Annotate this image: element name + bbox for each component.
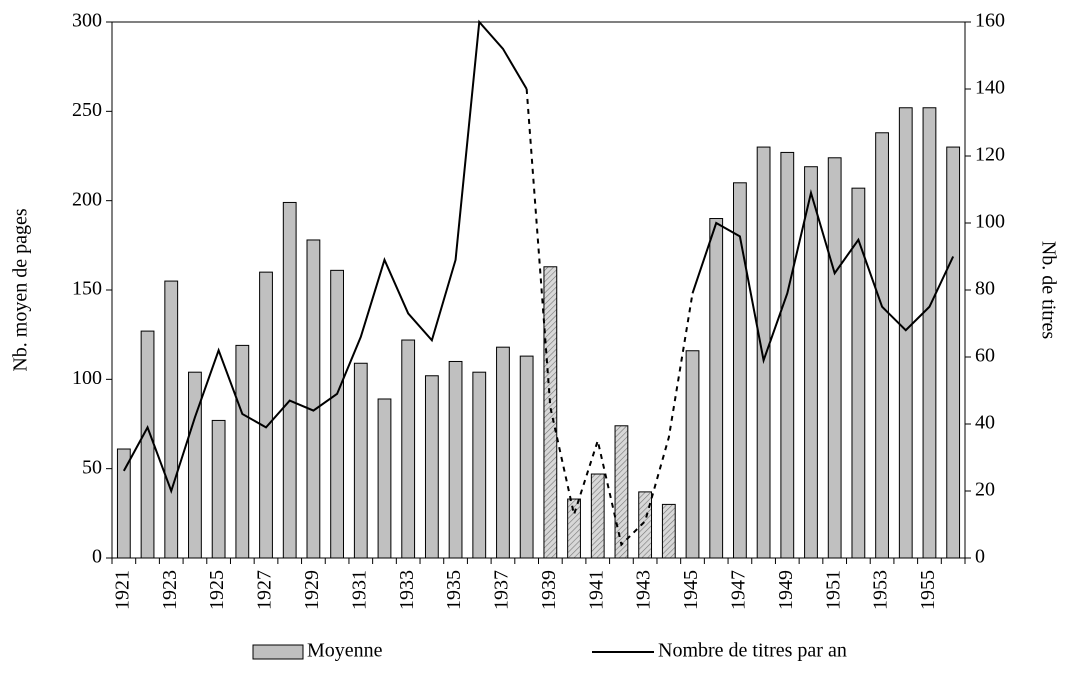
bar: [685, 350, 700, 559]
line: [122, 19, 528, 495]
plot-frame: [111, 21, 966, 559]
y2-tick-label: 140: [975, 77, 1005, 99]
bar: [614, 425, 629, 559]
bar: [306, 239, 321, 559]
y2-tick-label: 100: [975, 211, 1005, 233]
bar: [661, 503, 676, 559]
y2-axis-label: Nb. de titres: [1037, 241, 1059, 340]
x-tick-label: 1937: [491, 570, 513, 610]
bar: [211, 419, 226, 559]
y-axis-label: Nb. moyen de pages: [10, 208, 32, 372]
bar: [780, 151, 795, 559]
bar: [140, 330, 155, 559]
x-tick-label: 1951: [822, 570, 844, 610]
legend-label: Moyenne: [307, 640, 383, 662]
x-tick-label: 1923: [159, 570, 181, 610]
y2-tick-label: 20: [975, 479, 995, 501]
y2-tick-label: 0: [975, 546, 985, 568]
bar: [804, 166, 818, 559]
y2-tick-label: 160: [975, 10, 1005, 32]
y-tick-label: 200: [72, 188, 102, 210]
bar: [377, 398, 392, 559]
x-tick-label: 1925: [206, 570, 228, 610]
bar: [851, 187, 866, 559]
bar: [875, 132, 889, 559]
x-tick-label: 1947: [727, 570, 749, 610]
bar: [756, 146, 771, 559]
bar: [164, 280, 179, 559]
y2-tick-label: 80: [975, 278, 995, 300]
bar: [709, 218, 724, 559]
x-tick-label: 1939: [538, 570, 560, 610]
y2-tick-label: 120: [975, 144, 1005, 166]
y2-tick-label: 40: [975, 412, 995, 434]
bar: [282, 201, 297, 559]
bar: [424, 375, 439, 559]
y-tick-label: 100: [72, 367, 102, 389]
bar: [188, 371, 202, 559]
x-tick-label: 1941: [585, 570, 607, 610]
y-tick-label: 50: [82, 456, 102, 478]
x-tick-label: 1929: [301, 570, 323, 610]
x-tick-label: 1953: [870, 570, 892, 610]
bar: [116, 448, 131, 559]
bar: [235, 344, 250, 559]
bar: [448, 360, 463, 559]
x-tick-label: 1943: [633, 570, 655, 610]
y-tick-label: 250: [72, 99, 102, 121]
bar: [922, 107, 937, 559]
bar: [827, 157, 842, 559]
bar: [543, 266, 558, 559]
bar: [898, 107, 913, 559]
bar: [519, 355, 534, 559]
x-tick-label: 1949: [775, 570, 797, 610]
x-tick-label: 1927: [254, 570, 276, 610]
bar: [590, 473, 605, 559]
legend-label: Nombre de titres par an: [658, 640, 847, 662]
y-tick-label: 150: [72, 278, 102, 300]
y-tick-label: 0: [92, 546, 102, 568]
y2-tick-label: 60: [975, 345, 995, 367]
bar: [946, 146, 961, 559]
bar: [330, 269, 344, 559]
x-tick-label: 1935: [443, 570, 465, 610]
bar: [496, 346, 510, 559]
line: [691, 188, 955, 365]
x-tick-label: 1931: [348, 570, 370, 610]
bar: [401, 339, 416, 559]
bar: [259, 271, 273, 559]
x-tick-label: 1955: [917, 570, 939, 610]
x-tick-label: 1933: [396, 570, 418, 610]
y-tick-label: 300: [72, 10, 102, 32]
legend-swatch: [252, 644, 304, 660]
bar: [353, 362, 368, 559]
bar: [567, 498, 581, 559]
x-tick-label: 1945: [680, 570, 702, 610]
x-tick-label: 1921: [111, 570, 133, 610]
bar: [472, 371, 487, 559]
